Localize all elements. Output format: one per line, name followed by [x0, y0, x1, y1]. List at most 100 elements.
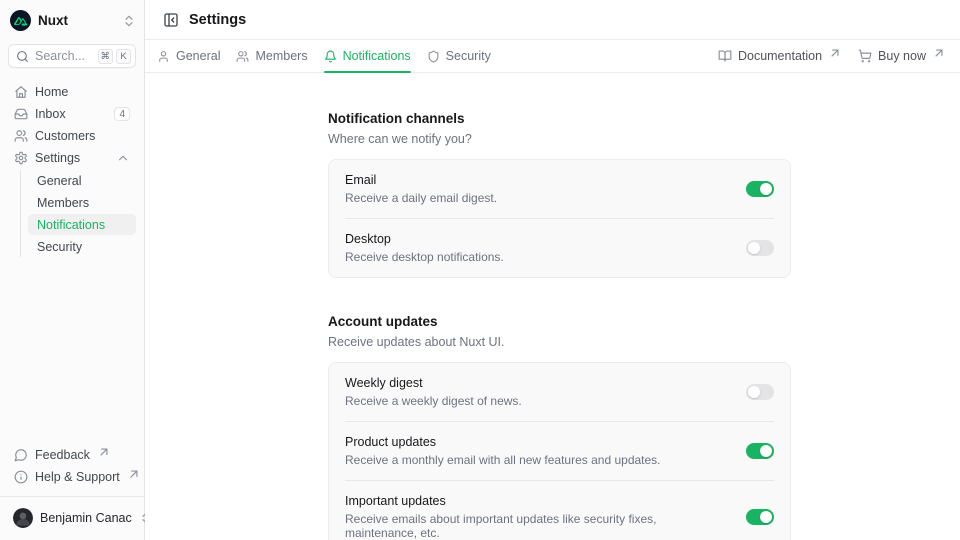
inbox-icon	[14, 107, 28, 121]
tabbar: General Members Notifications Security Docu…	[145, 40, 960, 73]
bell-icon	[324, 50, 337, 63]
cart-icon	[858, 49, 872, 63]
card-divider	[345, 421, 774, 422]
toggle-weekly-digest[interactable]	[746, 384, 774, 400]
settings-section: Notification channels Where can we notify…	[328, 111, 791, 278]
chevrons-up-down-icon[interactable]	[122, 14, 136, 28]
content-scroll-area[interactable]: Notification channels Where can we notify…	[145, 73, 960, 540]
user-name: Benjamin Canac	[40, 510, 132, 525]
search-placeholder: Search...	[35, 49, 86, 63]
main-header: Settings	[145, 0, 960, 40]
sidebar-item-customers[interactable]: Customers	[8, 125, 136, 147]
kbd-cmd: ⌘	[97, 48, 113, 64]
sidebar-nav: Home Inbox 4 Customers Settings General Member…	[0, 81, 144, 259]
sidebar-item-feedback[interactable]: Feedback	[8, 444, 136, 466]
sidebar-item-label: Settings	[35, 151, 81, 165]
sidebar-subitem-notifications[interactable]: Notifications	[28, 214, 136, 235]
tab-label: Security	[445, 49, 491, 63]
shield-icon	[427, 50, 440, 63]
sidebar-item-inbox[interactable]: Inbox 4	[8, 103, 136, 125]
sidebar-divider	[0, 496, 144, 497]
setting-label: Email	[345, 173, 377, 187]
sidebar-item-settings[interactable]: Settings	[8, 147, 136, 169]
nuxt-logo	[10, 10, 31, 31]
workspace-switcher[interactable]: Nuxt	[0, 0, 144, 39]
search-input[interactable]: Search... ⌘ K	[8, 44, 136, 68]
search-shortcut: ⌘ K	[97, 48, 131, 64]
arrow-up-right-icon	[932, 46, 946, 60]
setting-description: Receive a monthly email with all new fea…	[345, 453, 661, 467]
sidebar-footer: Feedback Help & Support	[0, 444, 144, 492]
settings-sections: Notification channels Where can we notify…	[328, 111, 791, 540]
toggle-email[interactable]	[746, 181, 774, 197]
header-links: Documentation Buy now	[718, 40, 946, 72]
sidebar-subitem-general[interactable]: General	[28, 170, 136, 191]
header-link-label: Documentation	[737, 49, 823, 63]
setting-description: Receive a daily email digest.	[345, 191, 498, 205]
users-icon	[236, 50, 249, 63]
sidebar-item-label: Customers	[35, 129, 96, 143]
sidebar-subitem-members[interactable]: Members	[28, 192, 136, 213]
info-icon	[14, 470, 28, 484]
card-divider	[345, 218, 774, 219]
home-icon	[14, 85, 28, 99]
toggle-desktop[interactable]	[746, 240, 774, 256]
section-title: Notification channels	[328, 111, 465, 126]
buy-now-link[interactable]: Buy now	[858, 49, 946, 63]
tab-label: General	[176, 49, 221, 63]
gear-icon	[14, 151, 28, 165]
sidebar-spacer	[0, 259, 144, 444]
settings-card: Email Receive a daily email digest. Deskto…	[328, 159, 791, 278]
settings-card: Weekly digest Receive a weekly digest of …	[328, 362, 791, 540]
setting-label: Product updates	[345, 435, 437, 449]
header-link-label: Buy now	[878, 49, 926, 63]
sidebar-item-label: Home	[35, 85, 69, 99]
setting-description: Receive desktop notifications.	[345, 250, 504, 264]
user-icon	[157, 50, 170, 63]
setting-description: Receive emails about important updates l…	[345, 512, 657, 540]
sidebar-footer-label: Feedback	[35, 448, 90, 462]
setting-row-weekly-digest: Weekly digest Receive a weekly digest of …	[329, 363, 790, 421]
setting-label: Desktop	[345, 232, 391, 246]
setting-text: Important updates Receive emails about im…	[345, 494, 730, 540]
panel-left-close-icon[interactable]	[163, 12, 179, 28]
main: Settings General Members Notifications Secu…	[145, 0, 960, 540]
documentation-link[interactable]: Documentation	[718, 49, 842, 63]
setting-description: Receive a weekly digest of news.	[345, 394, 522, 408]
tab-security[interactable]: Security	[427, 40, 491, 72]
setting-text: Weekly digest Receive a weekly digest of …	[345, 376, 522, 408]
workspace-name: Nuxt	[38, 13, 68, 28]
setting-row-email: Email Receive a daily email digest.	[329, 160, 790, 218]
toggle-important-updates[interactable]	[746, 509, 774, 525]
sidebar: Nuxt Search... ⌘ K Home Inbox 4 Customers Se…	[0, 0, 150, 540]
message-circle-icon	[14, 448, 28, 462]
section-subtitle: Receive updates about Nuxt UI.	[328, 335, 505, 349]
sidebar-item-label: Inbox	[35, 107, 66, 121]
sidebar-subitem-label: Security	[37, 239, 83, 254]
sidebar-item-home[interactable]: Home	[8, 81, 136, 103]
book-open-icon	[718, 49, 732, 63]
tab-general[interactable]: General	[157, 40, 220, 72]
tab-label: Members	[255, 49, 308, 63]
chevron-up-icon	[116, 151, 130, 165]
setting-row-product-updates: Product updates Receive a monthly email w…	[329, 422, 790, 480]
avatar	[13, 507, 33, 528]
tab-notifications[interactable]: Notifications	[323, 40, 411, 73]
sidebar-subitem-security[interactable]: Security	[28, 236, 136, 257]
user-menu[interactable]: Benjamin Canac	[8, 501, 150, 534]
page-title: Settings	[189, 11, 247, 28]
arrow-up-right-icon	[127, 467, 141, 481]
sidebar-subitem-label: General	[37, 173, 82, 188]
sidebar-subnav: General Members Notifications Security	[20, 170, 136, 257]
toggle-product-updates[interactable]	[746, 443, 774, 459]
users-icon	[14, 129, 28, 143]
inbox-count-badge: 4	[114, 107, 130, 121]
setting-text: Desktop Receive desktop notifications.	[345, 232, 504, 264]
sidebar-item-help-support[interactable]: Help & Support	[8, 466, 138, 488]
card-divider	[345, 480, 774, 481]
tab-members[interactable]: Members	[236, 40, 308, 72]
setting-text: Product updates Receive a monthly email w…	[345, 435, 661, 467]
sidebar-subitem-label: Notifications	[37, 217, 106, 232]
arrow-up-right-icon	[97, 445, 111, 459]
setting-label: Important updates	[345, 494, 446, 508]
